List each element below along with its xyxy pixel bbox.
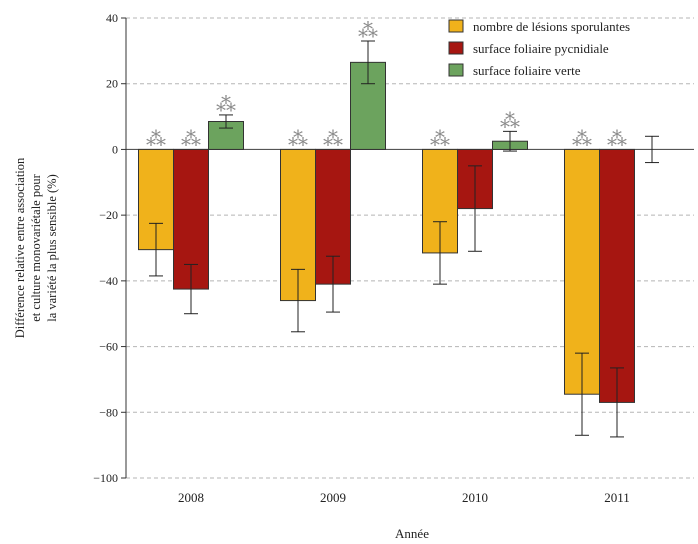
legend-label: surface foliaire verte [473, 63, 581, 78]
legend-swatch [448, 63, 464, 77]
bar-2011-1 [599, 148, 635, 403]
y-axis-label-line: Différence relative entre association [13, 157, 27, 338]
significance-marker: ⁂ [146, 128, 166, 150]
y-tick-label: −80 [99, 405, 118, 419]
significance-marker: ⁂ [572, 128, 592, 150]
y-tick-label: −60 [99, 340, 118, 354]
bars [138, 61, 635, 403]
legend-swatch [448, 19, 464, 33]
y-axis-label: Différence relative entre association et … [13, 157, 59, 338]
legend: nombre de lésions sporulantes surface fol… [448, 19, 630, 78]
y-tick-label: 40 [106, 11, 118, 25]
significance-markers: ⁂ ⁂ ⁂ ⁂ ⁂ ⁂ ⁂ ⁂ ⁂ ⁂ [146, 20, 627, 150]
x-tick-label: 2009 [320, 490, 346, 505]
x-tick-label: 2008 [178, 490, 204, 505]
significance-marker: ⁂ [358, 20, 378, 42]
y-tick-label: −40 [99, 274, 118, 288]
x-axis-label: Année [395, 526, 429, 541]
y-tick-label: 20 [106, 77, 118, 91]
legend-swatch [448, 41, 464, 55]
significance-marker: ⁂ [607, 128, 627, 150]
x-tick-label: 2010 [462, 490, 488, 505]
significance-marker: ⁂ [430, 128, 450, 150]
y-axis: 40 20 0 −20 −40 −60 −80 −100 [93, 11, 127, 485]
y-tick-label: −20 [99, 208, 118, 222]
error-bars [149, 40, 659, 438]
legend-label: surface foliaire pycnidiale [473, 41, 609, 56]
significance-marker: ⁂ [216, 94, 236, 116]
x-axis-ticks: 2008 2009 2010 2011 [178, 490, 630, 505]
significance-marker: ⁂ [500, 110, 520, 132]
significance-marker: ⁂ [288, 128, 308, 150]
x-tick-label: 2011 [604, 490, 630, 505]
significance-marker: ⁂ [323, 128, 343, 150]
y-tick-label: −100 [93, 471, 118, 485]
legend-label: nombre de lésions sporulantes [473, 19, 630, 34]
y-tick-label: 0 [112, 142, 118, 156]
significance-marker: ⁂ [181, 128, 201, 150]
y-axis-label-line: la variété la plus sensible (%) [45, 174, 59, 322]
y-axis-label-line: et culture monovariétale pour [29, 173, 43, 321]
